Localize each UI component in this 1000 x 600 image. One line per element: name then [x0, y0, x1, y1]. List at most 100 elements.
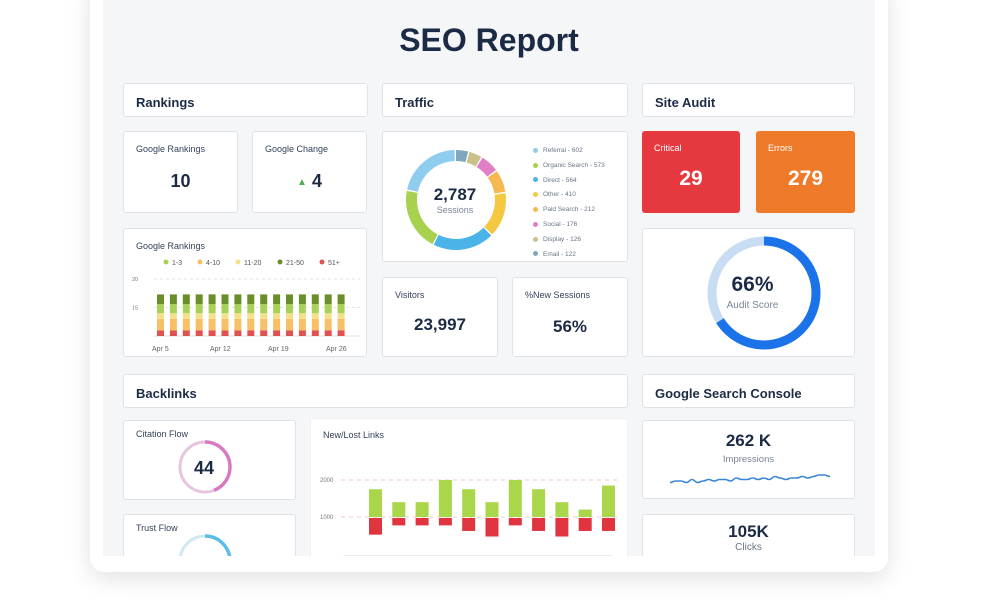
impressions-card: 262 K Impressions: [642, 420, 855, 499]
card-label: Citation Flow: [136, 429, 189, 439]
bar-segment-11-20: [195, 313, 203, 319]
legend-label: Email - 122: [543, 250, 576, 258]
section-title: Backlinks: [136, 386, 197, 401]
bar-segment-4-10: [182, 318, 190, 331]
lost-links-bar: [415, 518, 429, 526]
gsc-header: Google Search Console: [642, 374, 855, 408]
bar-segment-51+: [247, 330, 255, 336]
errors-card: Errors 279: [756, 131, 855, 213]
lost-links-bar: [602, 518, 615, 531]
bar-segment-21-50: [157, 294, 164, 305]
legend-dot: [533, 147, 538, 153]
new-lost-links-chart: 2000 1000: [320, 478, 619, 556]
bar-segment-21-50: [324, 294, 332, 305]
bar-segment-51+: [298, 330, 306, 336]
google-change-card: Google Change ▲ 4: [252, 131, 367, 213]
bar-segment-11-20: [273, 313, 281, 319]
legend-dot: [533, 251, 538, 257]
visitors-card: Visitors 23,997: [382, 277, 498, 357]
bar-segment-21-50: [195, 294, 203, 305]
bar-segment-4-10: [286, 318, 293, 331]
donut-slice-organic-search: [406, 190, 438, 245]
lost-links-bar: [462, 518, 476, 531]
new-lost-links-card: New/Lost Links 2000 1000: [310, 418, 628, 556]
legend-dot: [163, 259, 169, 265]
x-tick-label: Apr 19: [268, 346, 289, 353]
bar-segment-51+: [208, 330, 216, 336]
bar-segment-1-3: [208, 304, 216, 314]
audit-score-label: Audit Score: [726, 300, 779, 311]
legend-item: Paid Search - 212: [533, 203, 605, 218]
bar-segment-11-20: [234, 313, 242, 319]
lost-links-bar: [369, 518, 382, 535]
new-links-bar: [555, 502, 569, 517]
bar-segment-21-50: [311, 294, 319, 305]
bar-segment-4-10: [324, 318, 332, 331]
bar-segment-51+: [157, 330, 164, 336]
new-links-bar: [392, 502, 406, 517]
card-value: 10: [170, 171, 191, 191]
card-label: Trust Flow: [136, 523, 178, 533]
bar-segment-51+: [337, 330, 345, 336]
bar-segment-1-3: [273, 304, 281, 314]
legend-dot: [533, 206, 538, 212]
bar-segment-4-10: [311, 318, 319, 331]
traffic-header: Traffic: [382, 83, 628, 117]
sessions-label: Sessions: [436, 205, 474, 215]
bar-segment-21-50: [208, 294, 216, 305]
legend-label: 1-3: [172, 260, 182, 267]
bar-segment-51+: [273, 330, 281, 336]
new-links-bar: [508, 480, 522, 517]
site-audit-header: Site Audit: [642, 83, 855, 117]
bar-segment-11-20: [247, 313, 255, 319]
rankings-chart-card: Google Rankings 1-3 4-10 11-20 21-50 51+ 20 15…: [123, 228, 367, 357]
bar-segment-4-10: [298, 318, 306, 331]
bar-segment-1-3: [311, 304, 319, 314]
trust-flow-ring: [178, 534, 232, 556]
donut-slice-referral: [407, 150, 455, 192]
lost-links-bar: [555, 518, 569, 537]
chart-title: New/Lost Links: [323, 430, 385, 440]
legend-item: Email - 122: [533, 248, 605, 263]
legend-item: Referral - 602: [533, 144, 605, 159]
bar-segment-51+: [324, 330, 332, 336]
legend-dot: [533, 221, 538, 227]
critical-card: Critical 29: [642, 131, 740, 213]
impressions-value: 262 K: [725, 431, 772, 450]
traffic-donut: [406, 150, 506, 250]
legend-dot: [319, 259, 325, 265]
bar-segment-4-10: [273, 318, 281, 331]
bar-segment-4-10: [157, 318, 164, 331]
citation-flow-value: 44: [193, 458, 215, 478]
legend-label: Social - 176: [543, 220, 578, 228]
bar-segment-4-10: [195, 318, 203, 331]
clicks-label: Clicks: [735, 542, 762, 553]
y-tick-label: 15: [132, 306, 138, 312]
legend-item: Other - 410: [533, 188, 605, 203]
new-links-bar: [532, 489, 546, 517]
card-label: %New Sessions: [525, 290, 591, 300]
legend-label: 51+: [328, 260, 340, 267]
bar-segment-1-3: [234, 304, 242, 314]
bar-segment-11-20: [286, 313, 293, 319]
impressions-sparkline: [669, 474, 831, 484]
legend-dot: [533, 177, 538, 183]
bar-segment-1-3: [182, 304, 190, 314]
legend-label: Other - 410: [543, 191, 576, 199]
bar-segment-4-10: [169, 318, 177, 331]
bar-segment-21-50: [298, 294, 306, 305]
bar-segment-11-20: [311, 313, 319, 319]
bar-segment-1-3: [157, 304, 164, 314]
bar-segment-21-50: [169, 294, 177, 305]
new-links-bar: [369, 489, 382, 517]
new-links-bar: [415, 502, 429, 517]
clicks-card: 105K Clicks: [642, 514, 855, 556]
x-tick-label: Apr 26: [326, 346, 347, 353]
bar-segment-4-10: [247, 318, 255, 331]
bar-segment-51+: [169, 330, 177, 336]
legend-item: Social - 176: [533, 218, 605, 233]
legend-label: Organic Search - 573: [543, 161, 605, 169]
bar-segment-1-3: [195, 304, 203, 314]
new-links-bar: [438, 480, 452, 517]
bar-segment-21-50: [182, 294, 190, 305]
